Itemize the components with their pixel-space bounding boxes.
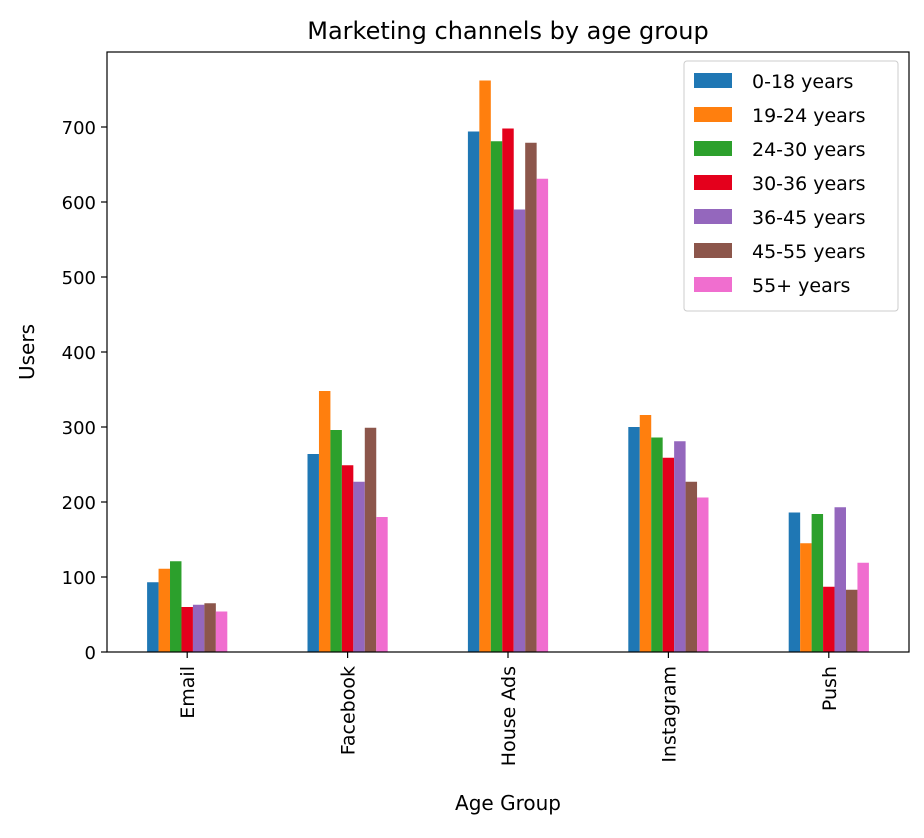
legend-swatch (694, 141, 732, 156)
legend: 0-18 years 19-24 years 24-30 years 30-36 ye… (683, 60, 899, 312)
bar-facebook-series-1 (307, 454, 319, 652)
bar-house-ads-series-5 (513, 209, 526, 652)
bar-facebook-series-4 (341, 465, 354, 652)
legend-swatch (694, 107, 732, 122)
legend-label: 24-30 years (752, 139, 866, 161)
bar-facebook-series-6 (364, 427, 377, 652)
bar-email-series-7 (215, 611, 228, 652)
bar-push-series-1 (788, 512, 801, 652)
legend-swatch (694, 73, 732, 88)
bar-push-series-6 (845, 589, 858, 652)
legend-swatch (694, 209, 732, 224)
bar-facebook-series-7 (376, 517, 388, 652)
x-tick-label: Instagram (658, 666, 680, 763)
y-tick-label: 200 (62, 493, 96, 514)
bar-instagram-series-3 (651, 437, 663, 652)
y-tick-label: 700 (62, 118, 96, 139)
bar-instagram-series-5 (674, 441, 686, 652)
x-tick-label: Facebook (338, 666, 360, 755)
y-tick-label: 100 (62, 568, 96, 589)
x-tick-label: Push (819, 666, 841, 711)
bar-email-series-4 (181, 607, 193, 652)
bar-instagram-series-6 (685, 481, 698, 652)
bar-facebook-series-3 (330, 430, 342, 652)
x-tick-label: House Ads (498, 666, 520, 766)
legend-label: 19-24 years (752, 105, 866, 127)
bar-push-series-7 (857, 562, 869, 652)
bar-push-series-4 (823, 586, 835, 652)
bar-email-series-3 (170, 561, 182, 652)
bar-house-ads-series-7 (536, 178, 549, 652)
y-axis-label: Users (15, 324, 39, 380)
y-tick-label: 300 (62, 418, 96, 439)
y-tick-label: 500 (62, 268, 96, 289)
legend-label: 36-45 years (752, 207, 866, 229)
x-axis-label: Age Group (455, 791, 561, 815)
bar-house-ads-series-3 (490, 141, 503, 652)
bars-layer (147, 80, 869, 652)
bar-house-ads-series-1 (467, 131, 480, 652)
bar-email-series-2 (158, 568, 171, 652)
bar-facebook-series-5 (353, 481, 365, 652)
bar-instagram-series-1 (628, 427, 640, 652)
bar-instagram-series-7 (697, 497, 709, 652)
legend-swatch (694, 243, 732, 258)
bar-instagram-series-4 (662, 457, 675, 652)
legend-swatch (694, 277, 732, 292)
legend-label: 30-36 years (752, 173, 866, 195)
y-tick-label: 600 (62, 193, 96, 214)
bar-push-series-5 (834, 507, 846, 652)
legend-swatch (694, 175, 732, 190)
chart-title: Marketing channels by age group (307, 17, 708, 45)
bar-house-ads-series-4 (502, 128, 514, 652)
y-tick-label: 400 (62, 343, 96, 364)
bar-facebook-series-2 (318, 391, 331, 652)
bar-house-ads-series-6 (525, 142, 537, 652)
axes-layer: 0 100 200 300 400 500 600 700 Email Facebook House… (62, 51, 910, 766)
bar-house-ads-series-2 (479, 80, 491, 652)
legend-box (683, 60, 899, 312)
bar-email-series-5 (192, 604, 205, 652)
bar-push-series-2 (800, 543, 812, 652)
bar-email-series-6 (204, 603, 216, 652)
bar-push-series-3 (811, 514, 824, 652)
legend-label: 45-55 years (752, 241, 866, 263)
legend-label: 0-18 years (752, 71, 853, 93)
legend-label: 55+ years (752, 275, 850, 297)
bar-instagram-series-2 (639, 415, 652, 652)
x-tick-label: Email (177, 666, 199, 719)
bar-email-series-1 (147, 582, 159, 652)
y-tick-label: 0 (85, 643, 96, 664)
